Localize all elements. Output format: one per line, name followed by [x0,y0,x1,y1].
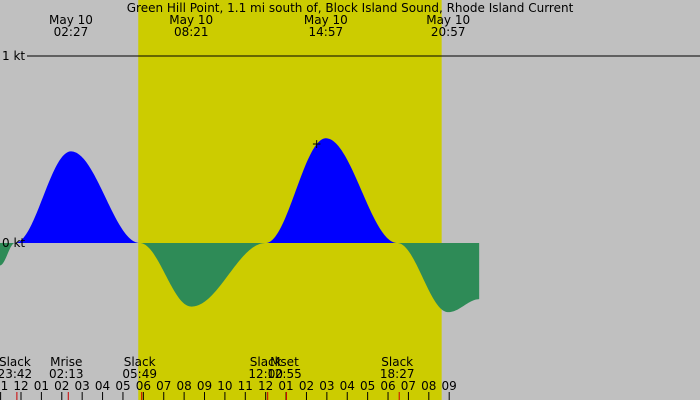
ebb-area-2 [140,243,267,307]
hour-tick-label-8: 07 [156,379,171,393]
top-event-date-2: May 10 [304,13,348,27]
bottom-event-time-3: 12:00 [248,367,283,381]
flood-area-1 [15,151,141,243]
hour-tick-label-17: 04 [340,379,355,393]
zero-knot-label: 0 kt [2,236,25,250]
hour-tick-label-20: 07 [401,379,416,393]
top-event-time-0: 02:27 [54,25,89,39]
flood-area-3 [266,138,398,243]
bottom-event-label-0: Slack [0,355,31,369]
hour-tick-label-9: 08 [176,379,191,393]
chart-title: Green Hill Point, 1.1 mi south of, Block… [127,1,574,15]
daylight-band [138,0,442,400]
current-marker: + [312,137,322,151]
bottom-event-label-3: Slack [250,355,282,369]
one-knot-label: 1 kt [2,49,25,63]
bottom-event-time-2: 05:49 [122,367,157,381]
hour-tick-label-6: 05 [115,379,130,393]
bottom-event-label-5: Slack [381,355,413,369]
hour-tick-label-22: 09 [442,379,457,393]
hour-tick-label-7: 06 [136,379,151,393]
hour-tick-label-16: 03 [319,379,334,393]
hour-tick-label-1: 12 [13,379,28,393]
hour-tick-label-13: 12 [258,379,273,393]
top-event-date-0: May 10 [49,13,93,27]
bottom-event-time-1: 02:13 [49,367,84,381]
hour-tick-label-5: 04 [95,379,110,393]
current-areas [0,138,480,313]
bottom-event-label-4: Mset [270,355,299,369]
hour-tick-label-10: 09 [197,379,212,393]
hour-tick-label-3: 02 [54,379,69,393]
bottom-event-time-4: 12:55 [267,367,302,381]
ebb-area-4 [397,243,480,313]
hour-tick-label-12: 11 [238,379,253,393]
top-event-date-3: May 10 [426,13,470,27]
bottom-event-labels: Slack23:42Mrise02:13Slack05:49Slack12:00… [0,355,415,381]
hour-tick-label-14: 01 [278,379,293,393]
hour-tick-label-4: 03 [75,379,90,393]
bottom-event-time-5: 18:27 [380,367,415,381]
top-event-date-1: May 10 [169,13,213,27]
hour-tick-label-15: 02 [299,379,314,393]
top-event-time-2: 14:57 [309,25,344,39]
hour-axis: 11 12 01 02 03 04 05 06 07 08 09 10 11 12 01 02 03 04 05 06… [0,379,457,400]
top-event-time-3: 20:57 [431,25,466,39]
ebb-area-0 [0,243,16,266]
hour-tick-label-0: 11 [0,379,8,393]
hour-tick-label-11: 10 [217,379,232,393]
bottom-event-time-0: 23:42 [0,367,32,381]
bottom-event-label-1: Mrise [50,355,82,369]
hour-tick-label-2: 01 [34,379,49,393]
bottom-event-label-2: Slack [124,355,156,369]
hour-tick-label-18: 05 [360,379,375,393]
hour-tick-label-19: 06 [380,379,395,393]
hour-tick-label-21: 08 [421,379,436,393]
top-event-time-1: 08:21 [174,25,209,39]
